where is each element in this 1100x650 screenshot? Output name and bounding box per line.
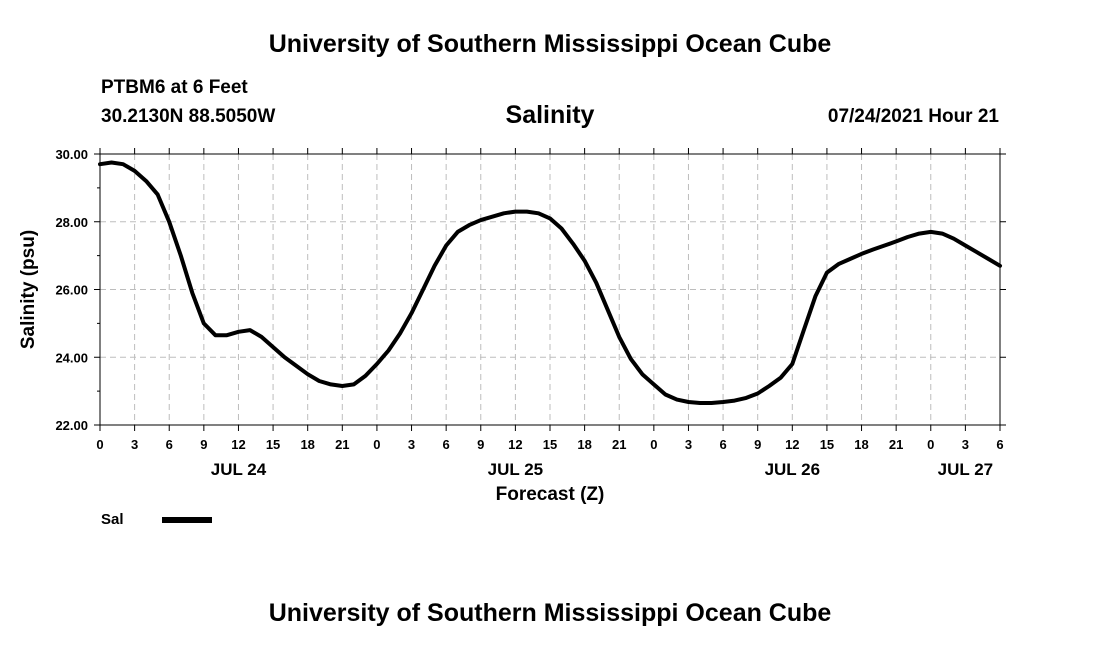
x-tick-label: 3 [408,437,415,452]
x-tick-label: 0 [96,437,103,452]
x-tick-label: 6 [166,437,173,452]
y-tick-label: 30.00 [55,147,88,162]
x-tick-label: 15 [266,437,280,452]
x-tick-label: 18 [577,437,591,452]
series-line-sal [98,160,1002,405]
x-tick-label: 0 [373,437,380,452]
x-tick-label: 9 [200,437,207,452]
x-tick-label: 15 [820,437,834,452]
y-tick-label: 24.00 [55,350,88,365]
x-day-label: JUL 26 [765,460,820,479]
y-tick-label: 22.00 [55,418,88,433]
y-tick-label: 26.00 [55,283,88,298]
legend-label-sal: Sal [101,511,124,528]
x-tick-label: 15 [543,437,557,452]
x-day-label: JUL 27 [938,460,993,479]
grid [100,154,1000,425]
x-tick-label: 3 [685,437,692,452]
x-tick-label: 6 [996,437,1003,452]
x-tick-label: 12 [231,437,245,452]
x-day-label: JUL 24 [211,460,267,479]
x-tick-label: 6 [719,437,726,452]
x-tick-label: 12 [508,437,522,452]
chart-title: Salinity [505,101,595,129]
x-tick-label: 9 [754,437,761,452]
axis-ticks [94,148,1006,431]
axis-labels: 22.00 24.00 26.00 28.00 30.00 0 3 6 9 12 15 18 21 0 3 6… [55,147,1003,479]
x-tick-label: 3 [131,437,138,452]
footer-institution-title: University of Southern Mississippi Ocean… [268,599,832,627]
x-day-label: JUL 25 [488,460,543,479]
x-tick-label: 18 [854,437,868,452]
coordinates-label: 30.2130N 88.5050W [101,106,276,127]
x-tick-label: 12 [785,437,799,452]
x-tick-label: 21 [889,437,903,452]
x-tick-label: 18 [300,437,314,452]
y-tick-label: 28.00 [55,215,88,230]
institution-title: University of Southern Mississippi Ocean… [268,30,832,58]
x-tick-label: 6 [443,437,450,452]
y-axis-title: Salinity (psu) [18,230,39,349]
x-tick-label: 0 [650,437,657,452]
x-tick-label: 21 [612,437,626,452]
x-tick-label: 3 [962,437,969,452]
station-label: PTBM6 at 6 Feet [101,77,248,98]
x-tick-label: 9 [477,437,484,452]
x-tick-label: 21 [335,437,349,452]
x-axis-title: Forecast (Z) [496,484,605,505]
x-tick-label: 0 [927,437,934,452]
forecast-date-label: 07/24/2021 Hour 21 [827,106,999,127]
